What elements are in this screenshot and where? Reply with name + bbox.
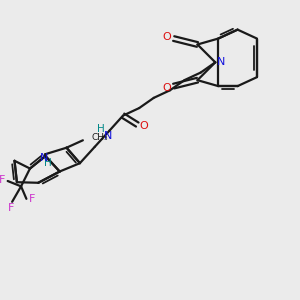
Text: N: N — [104, 131, 112, 141]
Text: H: H — [98, 124, 105, 134]
Text: N: N — [217, 57, 225, 67]
Text: N: N — [40, 153, 48, 163]
Text: O: O — [140, 121, 148, 131]
Text: F: F — [28, 194, 35, 204]
Text: CH₃: CH₃ — [92, 134, 108, 142]
Text: H: H — [44, 158, 52, 168]
Text: F: F — [8, 203, 14, 213]
Text: O: O — [163, 32, 172, 42]
Text: F: F — [0, 175, 5, 185]
Text: O: O — [163, 82, 172, 93]
